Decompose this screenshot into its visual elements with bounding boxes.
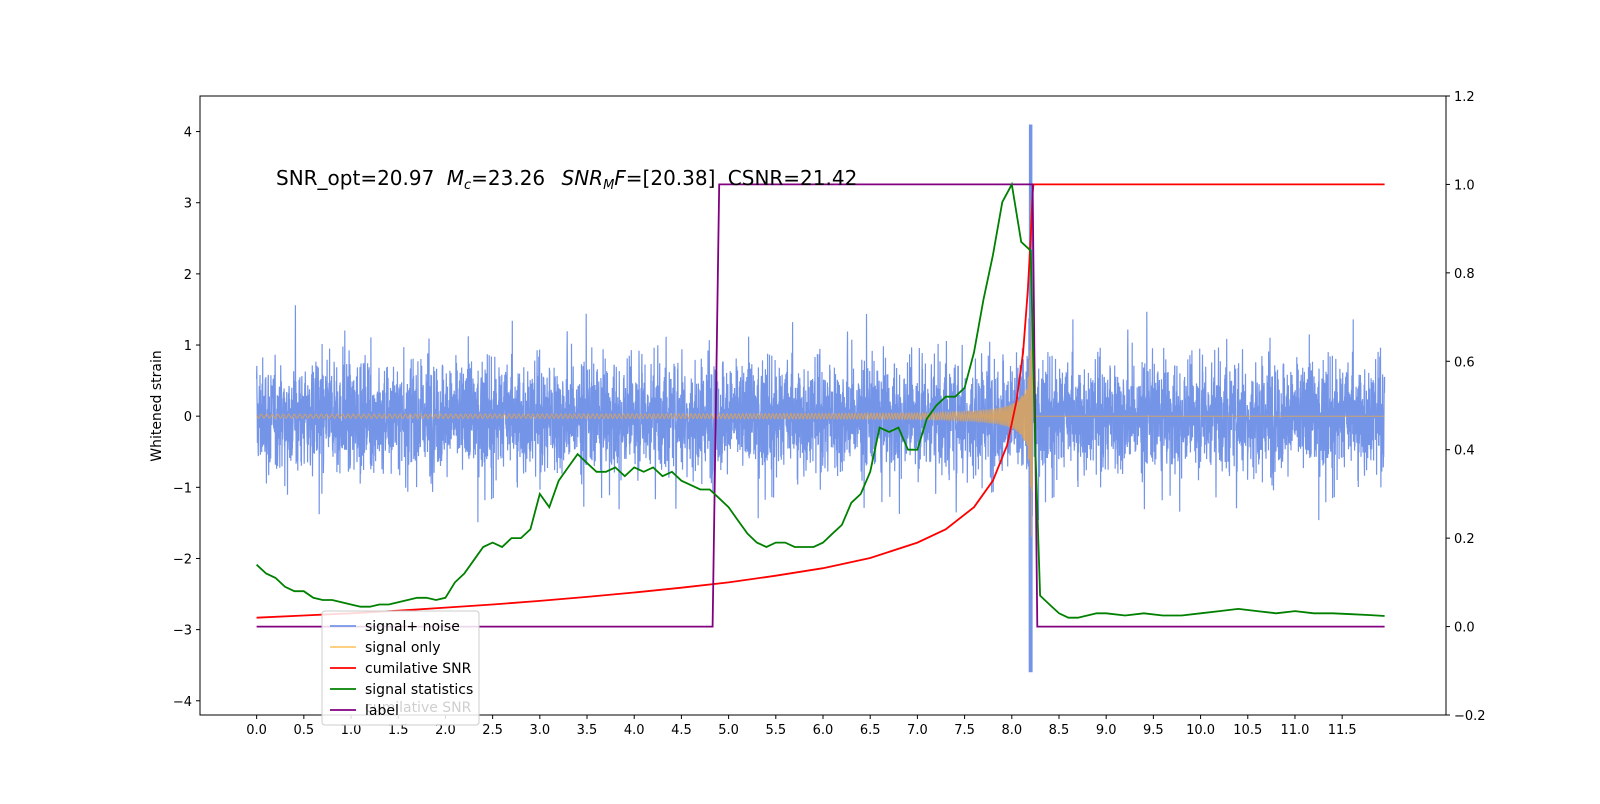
y-axis-right: 1.2 1.0 0.8 0.6 0.4 0.2 0.0 −0.2 <box>1446 90 1486 724</box>
y2-tick-label: 1.0 <box>1454 178 1475 193</box>
x-tick-label: 3.5 <box>577 723 598 738</box>
x-tick-label: 7.5 <box>954 723 975 738</box>
x-tick-label: 11.0 <box>1280 723 1309 738</box>
y-tick-label: 0 <box>184 410 192 425</box>
x-tick-label: 0.0 <box>246 723 267 738</box>
x-tick-label: 5.5 <box>765 723 786 738</box>
x-tick-label: 4.5 <box>671 723 692 738</box>
y2-tick-label: 0.6 <box>1454 355 1475 370</box>
y2-tick-label: 0.4 <box>1454 444 1475 459</box>
legend-label: cumilative SNR <box>365 661 472 677</box>
legend-label: label <box>365 703 399 719</box>
signal-noise-line <box>256 124 1386 673</box>
y2-tick-label: 1.2 <box>1454 90 1475 105</box>
legend-box <box>321 610 480 726</box>
y-axis-left: 4 3 2 1 0 −1 −2 −3 −4 <box>173 126 200 710</box>
chart-annotation: SNR_opt=20.97 Mc=23.26 SNRMF=[20.38] CSN… <box>276 166 857 193</box>
x-tick-label: 4.0 <box>624 723 645 738</box>
x-tick-label: 2.0 <box>435 723 456 738</box>
x-tick-label: 5.0 <box>718 723 739 738</box>
x-tick-label: 3.0 <box>529 723 550 738</box>
y-tick-label: 4 <box>184 126 192 141</box>
csnr-text: CSNR=21.42 <box>728 166 858 190</box>
x-tick-label: 6.0 <box>813 723 834 738</box>
x-tick-label: 6.5 <box>860 723 881 738</box>
x-tick-label: 9.0 <box>1096 723 1117 738</box>
x-tick-label: 2.5 <box>482 723 503 738</box>
y2-tick-label: 0.2 <box>1454 532 1475 547</box>
snrmf-subscript: M <box>603 178 614 193</box>
mc-subscript: c <box>464 178 471 193</box>
x-tick-label: 1.5 <box>388 723 409 738</box>
label-line <box>256 183 1385 628</box>
overlay-series <box>255 181 1385 628</box>
x-axis: 0.0 0.5 1.0 1.5 2.0 2.5 3.0 3.5 4.0 4.5 5.0 5.5 6.0 6… <box>246 715 1357 738</box>
y-tick-label: 1 <box>184 339 192 354</box>
legend-label: signal only <box>365 640 440 656</box>
y2-tick-label: 0.8 <box>1454 267 1475 282</box>
x-tick-label: 8.5 <box>1049 723 1070 738</box>
y-tick-label: −3 <box>173 624 192 639</box>
y-tick-label: −1 <box>173 481 192 496</box>
y2-tick-label: −0.2 <box>1454 709 1486 724</box>
y-tick-label: −4 <box>173 695 192 710</box>
mc-value: =23.26 <box>471 166 545 190</box>
x-tick-label: 10.0 <box>1186 723 1215 738</box>
signal-only-series <box>256 302 1385 537</box>
legend: cumilative SNR signal+ noise signal only c… <box>321 610 480 726</box>
y-tick-label: −2 <box>173 552 192 567</box>
x-tick-label: 1.0 <box>341 723 362 738</box>
x-tick-label: 8.0 <box>1001 723 1022 738</box>
snrmf-value: =[20.38] <box>626 166 716 190</box>
legend-label: signal statistics <box>365 682 473 698</box>
y-tick-label: 3 <box>184 197 192 212</box>
y-axis-label: Whitened strain <box>149 350 165 461</box>
x-tick-label: 9.5 <box>1143 723 1164 738</box>
legend-label: signal+ noise <box>365 619 460 635</box>
legend-ghost-text: cumilative SNR <box>365 700 472 716</box>
mc-symbol: M <box>447 166 464 190</box>
signal-noise-series <box>256 124 1386 673</box>
signal-statistics-line <box>255 181 1385 619</box>
snrmf-f: F <box>614 166 626 190</box>
y2-tick-label: 0.0 <box>1454 621 1475 636</box>
x-tick-label: 11.5 <box>1328 723 1357 738</box>
x-tick-label: 0.5 <box>293 723 314 738</box>
signal-only-line <box>256 302 1385 537</box>
x-tick-label: 10.5 <box>1233 723 1262 738</box>
snrmf-symbol: SNR <box>562 166 604 190</box>
snr-opt-text: SNR_opt=20.97 <box>276 166 434 190</box>
x-tick-label: 7.0 <box>907 723 928 738</box>
y-tick-label: 2 <box>184 268 192 283</box>
